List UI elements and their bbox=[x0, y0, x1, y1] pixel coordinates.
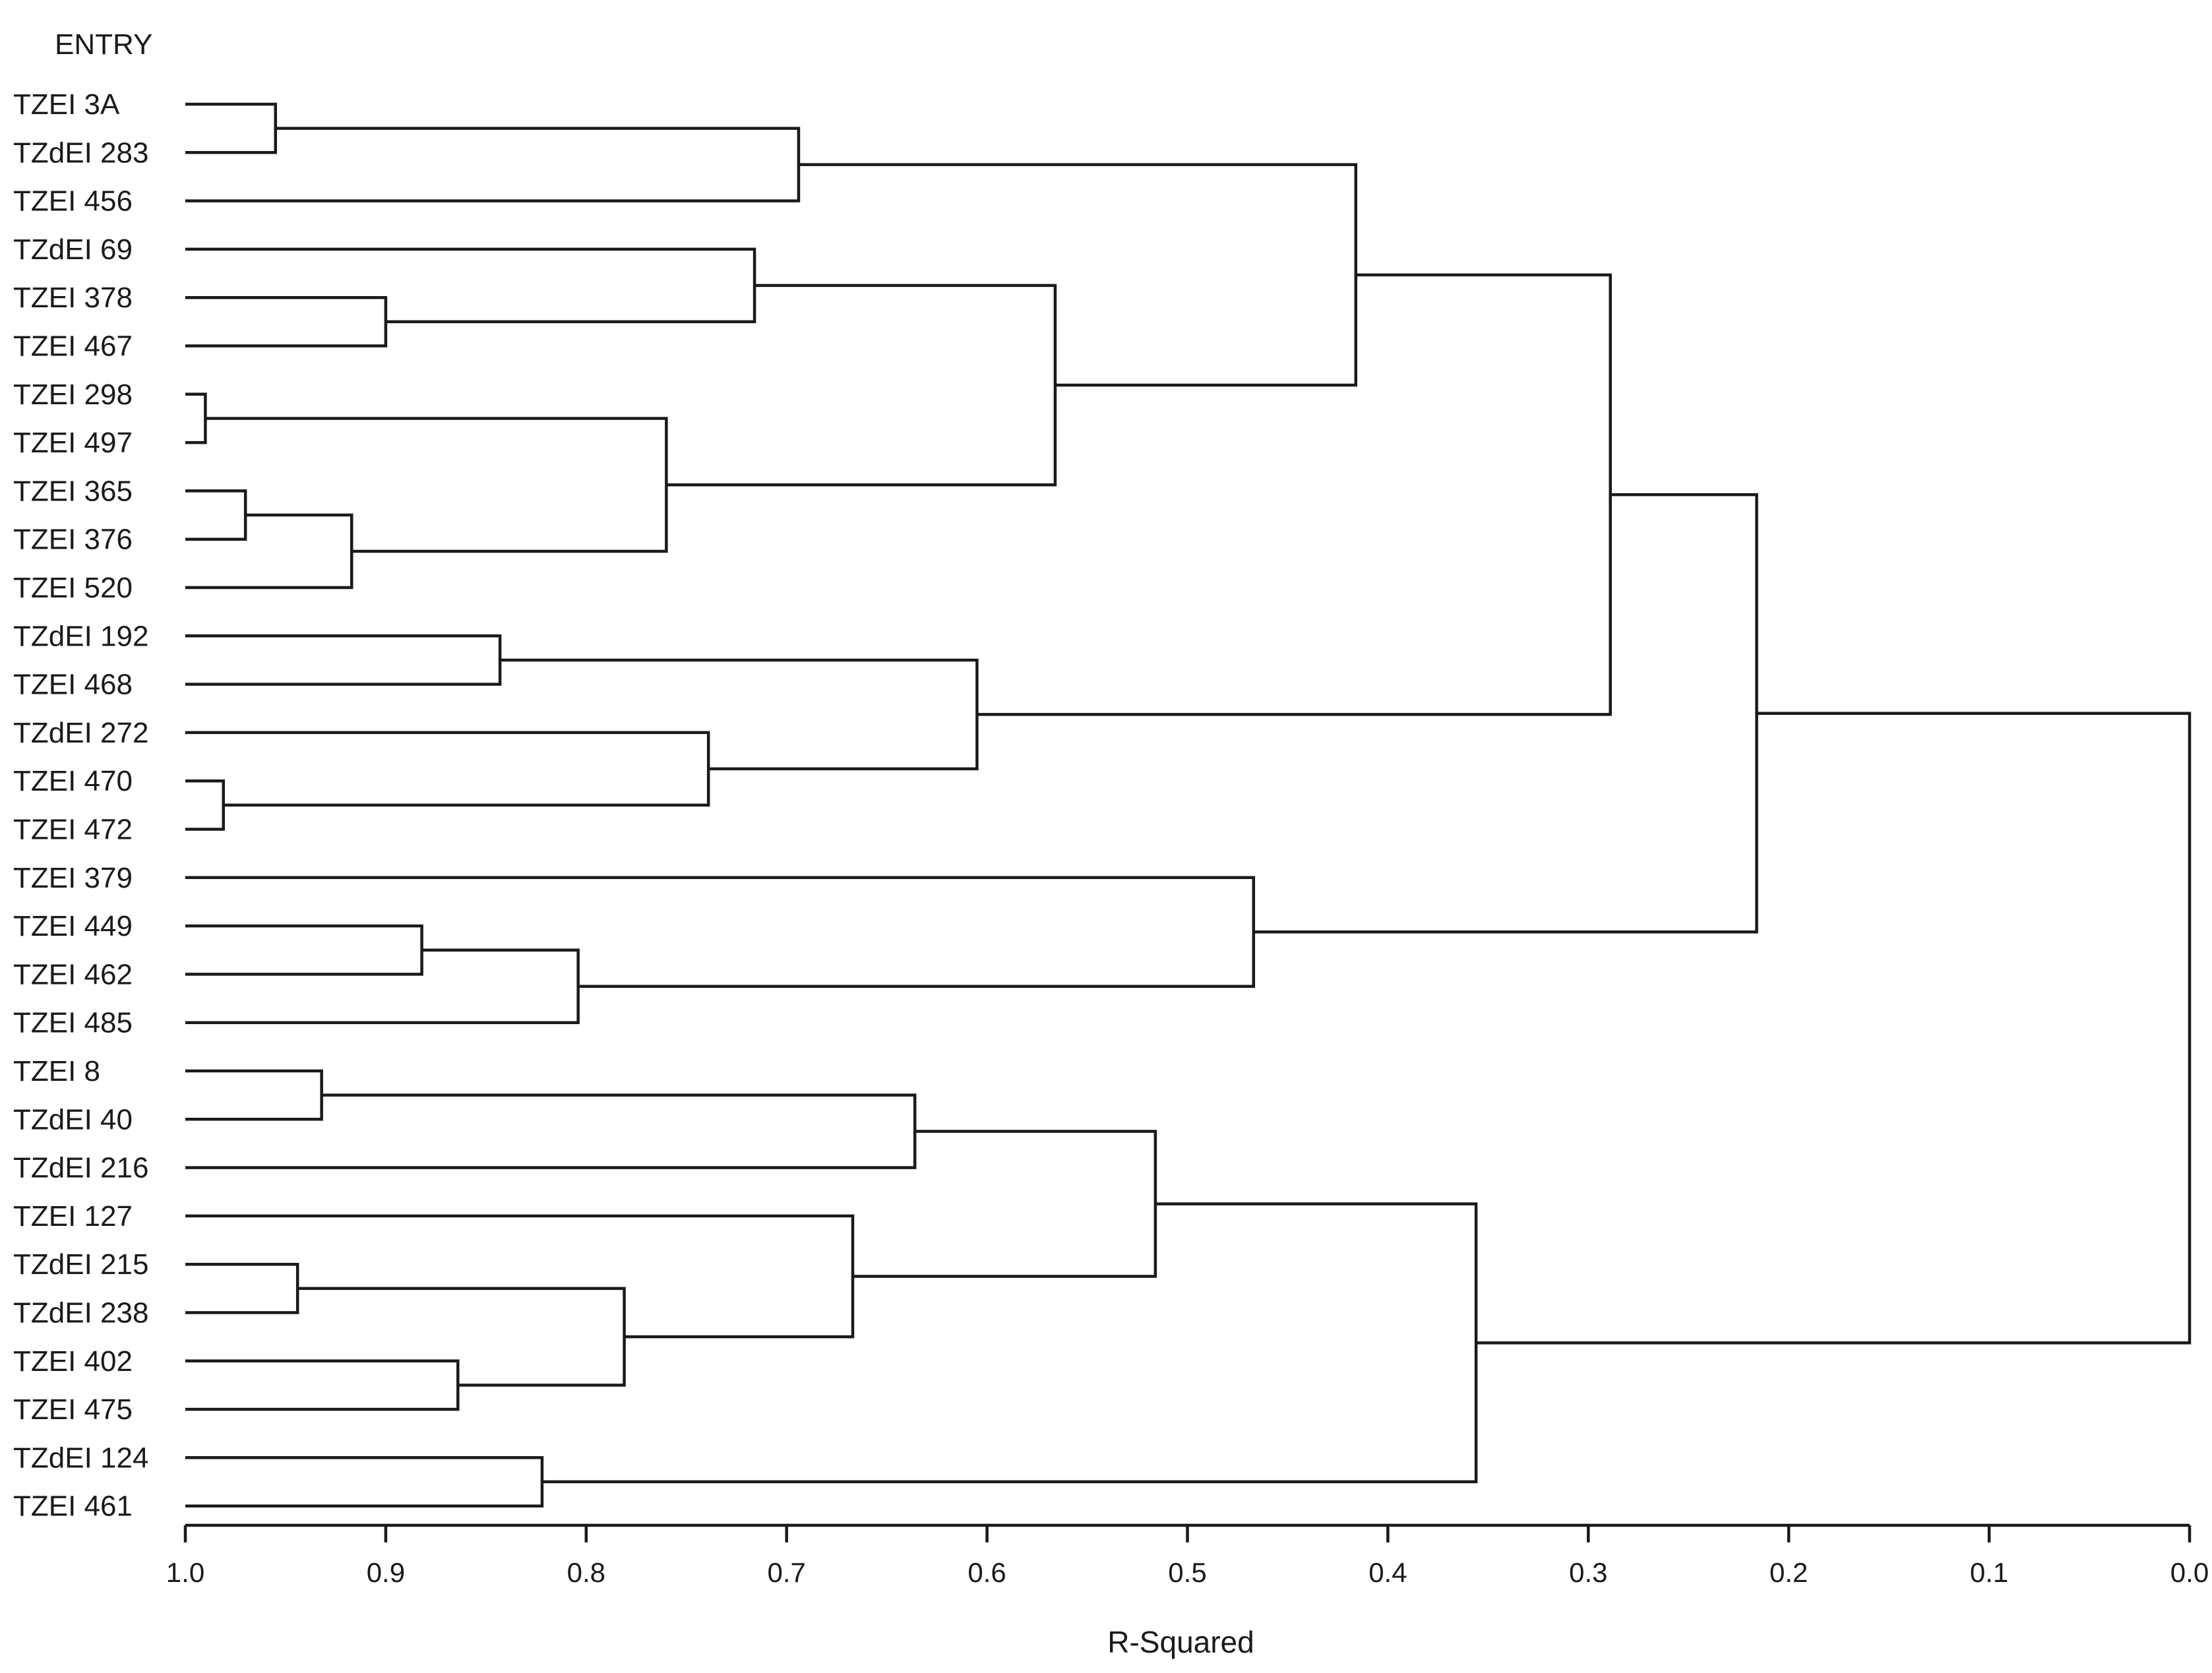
dendrogram-branch bbox=[798, 163, 1358, 387]
x-tick-label: 1.0 bbox=[166, 1557, 204, 1588]
dendrogram-branch bbox=[185, 634, 502, 686]
dendrogram-branch bbox=[185, 392, 207, 444]
leaf-label: TZdEI 124 bbox=[13, 1442, 148, 1474]
leaf-label: TZEI 402 bbox=[13, 1345, 133, 1378]
dendrogram-branch bbox=[185, 1359, 460, 1411]
leaf-label: TZEI 127 bbox=[13, 1200, 133, 1232]
leaf-label: TZEI 8 bbox=[13, 1055, 100, 1087]
x-tick-label: 0.6 bbox=[968, 1557, 1006, 1588]
dendrogram-branch bbox=[185, 731, 710, 807]
dendrogram-branch bbox=[185, 1093, 917, 1169]
dendrogram-branch bbox=[185, 102, 278, 154]
leaf-labels: TZEI 3A TZdEI 283 TZEI 456 TZdEI 69 TZEI 378… bbox=[13, 88, 148, 1523]
leaf-label: TZdEI 40 bbox=[13, 1103, 133, 1136]
leaf-label: TZEI 461 bbox=[13, 1490, 133, 1523]
dendrogram-branch bbox=[666, 284, 1057, 487]
x-ticks: 1.0 0.9 0.8 0.7 0.6 0.5 0.4 0.3 0.2 0.1 0.0 bbox=[166, 1525, 2209, 1588]
leaf-label: TZEI 472 bbox=[13, 814, 133, 846]
leaf-label: TZEI 456 bbox=[13, 185, 133, 218]
leaf-label: TZEI 470 bbox=[13, 765, 133, 797]
x-tick-label: 0.9 bbox=[367, 1557, 405, 1588]
leaf-label: TZEI 468 bbox=[13, 669, 133, 701]
dendrogram-branches bbox=[185, 102, 2192, 1507]
leaf-label: TZdEI 215 bbox=[13, 1248, 148, 1281]
x-tick-label: 0.3 bbox=[1569, 1557, 1607, 1588]
leaf-label: TZEI 475 bbox=[13, 1393, 133, 1426]
leaf-label: TZEI 462 bbox=[13, 958, 133, 990]
dendrogram-branch bbox=[185, 779, 225, 831]
entry-header: ENTRY bbox=[55, 28, 152, 61]
dendrogram-branch bbox=[205, 417, 668, 553]
x-axis-title: R-Squared bbox=[1107, 1625, 1254, 1659]
leaf-label: TZdEI 272 bbox=[13, 717, 148, 749]
dendrogram-branch bbox=[185, 295, 388, 348]
leaf-label: TZEI 449 bbox=[13, 910, 133, 942]
dendrogram-branch bbox=[852, 1130, 1157, 1278]
x-tick-label: 0.5 bbox=[1168, 1557, 1206, 1588]
leaf-label: TZEI 520 bbox=[13, 572, 133, 604]
dendrogram-branch bbox=[977, 273, 1612, 716]
leaf-label: TZEI 467 bbox=[13, 330, 133, 363]
x-tick-label: 0.4 bbox=[1368, 1557, 1407, 1588]
leaf-label: TZdEI 192 bbox=[13, 620, 148, 652]
leaf-label: TZdEI 283 bbox=[13, 137, 148, 169]
dendrogram-branch bbox=[185, 247, 756, 324]
leaf-label: TZdEI 69 bbox=[13, 233, 133, 266]
dendrogram-branch bbox=[185, 489, 247, 541]
dendrogram-branch bbox=[500, 658, 979, 771]
leaf-label: TZEI 3A bbox=[13, 88, 120, 121]
dendrogram-branch bbox=[185, 1214, 855, 1339]
leaf-label: TZdEI 238 bbox=[13, 1297, 148, 1329]
dendrogram-branch bbox=[185, 1456, 544, 1507]
dendrogram-branch bbox=[185, 876, 1256, 988]
leaf-label: TZEI 365 bbox=[13, 475, 133, 507]
leaf-label: TZEI 485 bbox=[13, 1007, 133, 1039]
leaf-label: TZEI 298 bbox=[13, 379, 133, 411]
x-axis: 1.0 0.9 0.8 0.7 0.6 0.5 0.4 0.3 0.2 0.1 0.0 bbox=[166, 1523, 2209, 1588]
dendrogram-branch bbox=[541, 1202, 1478, 1484]
dendrogram-branch bbox=[185, 127, 801, 202]
x-tick-label: 0.2 bbox=[1769, 1557, 1808, 1588]
leaf-label: TZEI 497 bbox=[13, 427, 133, 459]
leaf-label: TZEI 376 bbox=[13, 524, 133, 556]
dendrogram-branch bbox=[185, 1069, 323, 1121]
x-tick-label: 0.7 bbox=[768, 1557, 806, 1588]
leaf-label: TZEI 378 bbox=[13, 282, 133, 314]
dendrogram-branch bbox=[185, 513, 353, 590]
dendrogram-branch bbox=[1476, 712, 2192, 1345]
x-tick-label: 0.8 bbox=[567, 1557, 605, 1588]
dendrogram-branch bbox=[297, 1287, 626, 1387]
x-tick-label: 0.0 bbox=[2170, 1557, 2209, 1588]
leaf-label: TZdEI 216 bbox=[13, 1152, 148, 1184]
dendrogram-branch bbox=[185, 1262, 299, 1314]
dendrogram-branch bbox=[185, 948, 580, 1024]
x-tick-label: 0.1 bbox=[1970, 1557, 2008, 1588]
dendrogram-branch bbox=[185, 924, 423, 976]
leaf-label: TZEI 379 bbox=[13, 862, 133, 894]
